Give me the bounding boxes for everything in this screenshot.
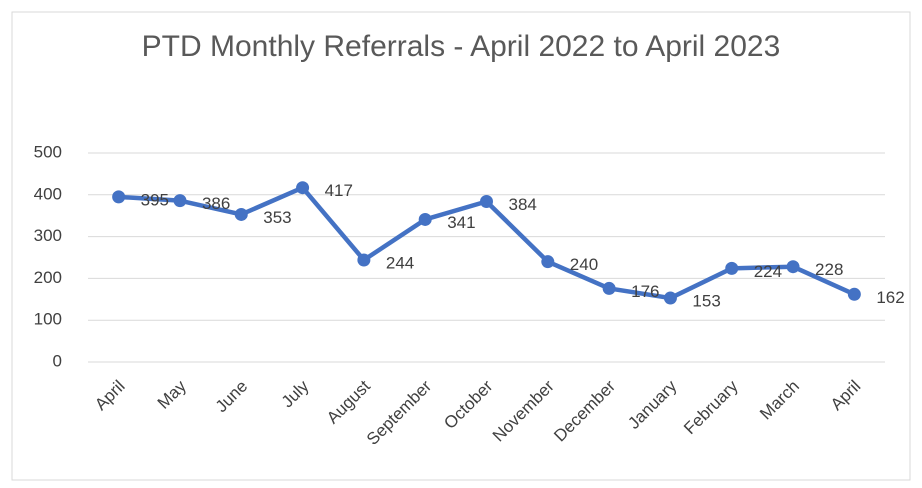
x-tick-label: June [212, 377, 252, 417]
data-label: 353 [263, 208, 291, 227]
data-point [725, 261, 739, 275]
data-label: 244 [386, 253, 414, 272]
data-point [847, 287, 861, 301]
data-label: 176 [631, 282, 659, 301]
x-tick-label: March [756, 377, 803, 424]
data-point [357, 253, 371, 267]
data-point [418, 212, 432, 226]
y-tick-label: 300 [34, 226, 62, 245]
x-tick-label: April [827, 377, 864, 414]
x-tick-label: August [323, 376, 374, 427]
y-tick-label: 200 [34, 268, 62, 287]
data-point [296, 181, 310, 195]
x-tick-label: September [363, 376, 435, 448]
y-tick-label: 400 [34, 184, 62, 203]
data-label: 341 [447, 213, 475, 232]
y-tick-label: 0 [53, 351, 62, 370]
x-tick-label: January [624, 376, 681, 433]
data-label: 395 [141, 190, 169, 209]
data-label: 384 [509, 195, 537, 214]
x-tick-label: November [489, 376, 558, 445]
data-point [112, 190, 126, 204]
data-label: 417 [325, 181, 353, 200]
data-label: 386 [202, 194, 230, 213]
data-label: 162 [876, 288, 904, 307]
data-point [234, 207, 248, 221]
chart-border [11, 11, 911, 481]
data-label: 224 [754, 262, 782, 281]
y-tick-label: 100 [34, 310, 62, 329]
data-point [480, 194, 493, 208]
x-tick-label: October [440, 376, 496, 432]
data-label: 228 [815, 260, 843, 279]
data-label: 240 [570, 255, 598, 274]
x-tick-label: July [278, 376, 313, 411]
x-tick-label: December [550, 376, 619, 445]
x-tick-label: February [680, 376, 742, 438]
x-tick-label: April [91, 377, 128, 414]
y-tick-label: 500 [34, 142, 62, 161]
data-point [541, 255, 555, 269]
x-tick-label: May [154, 376, 190, 412]
data-point [786, 260, 800, 274]
data-point [602, 281, 616, 295]
data-label: 153 [692, 292, 720, 311]
data-point [663, 291, 677, 305]
chart-title: PTD Monthly Referrals - April 2022 to Ap… [141, 30, 781, 63]
data-point [173, 194, 187, 208]
